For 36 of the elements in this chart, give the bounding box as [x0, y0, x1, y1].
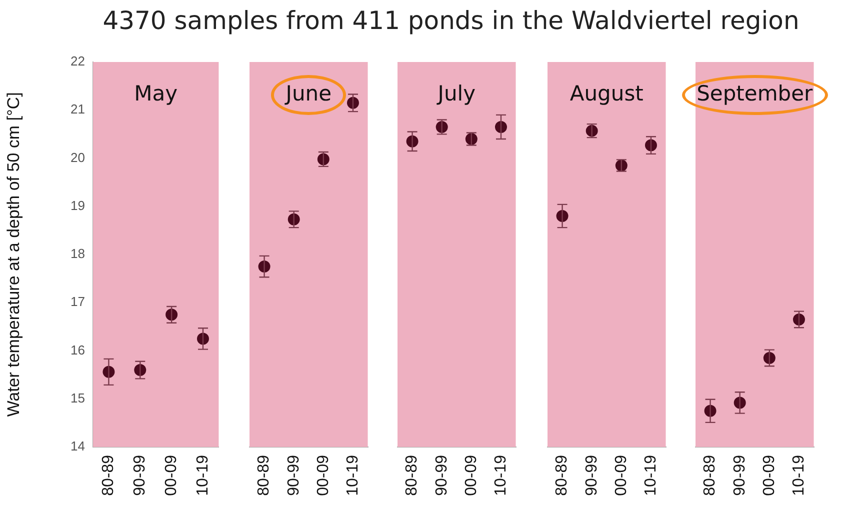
x-tick-label: 10-19	[194, 454, 212, 496]
x-tick-label: 10-19	[492, 454, 510, 496]
y-tick-label: 18	[70, 246, 85, 262]
text: 4370 samples from 411 ponds in the Waldviertel region	[102, 6, 800, 35]
x-tick-label: 00-09	[760, 454, 778, 496]
x-tick-label: 90-99	[731, 454, 748, 496]
x-tick-label: 10-19	[642, 454, 660, 496]
x-tick-label: 00-09	[314, 454, 332, 496]
text: May	[134, 81, 178, 106]
y-tick-label: 21	[70, 102, 85, 117]
y-tick-label: 16	[70, 342, 85, 358]
x-tick-label: 00-09	[612, 454, 630, 496]
x-tick-label: 10-19	[344, 454, 362, 496]
x-tick-label: 80-89	[554, 454, 571, 496]
x-tick-label: 00-09	[462, 454, 480, 496]
text: August	[570, 81, 644, 106]
x-tick-label: 90-99	[433, 454, 450, 496]
x-tick-label: 90-99	[285, 454, 302, 496]
x-tick-label: 80-89	[256, 454, 273, 496]
y-tick-label: 20	[70, 150, 85, 165]
y-tick-label: 19	[70, 198, 85, 213]
y-tick-label: 17	[70, 294, 85, 310]
y-tick-label: 14	[70, 438, 85, 454]
x-tick-label: 10-19	[790, 454, 808, 496]
text: July	[436, 81, 476, 106]
text: September	[696, 81, 814, 106]
y-tick-label: 22	[70, 54, 85, 69]
y-tick-label: 15	[70, 390, 85, 406]
x-tick-label: 90-99	[583, 454, 600, 496]
x-tick-label: 00-09	[162, 454, 180, 496]
y-axis-title: Water temperature at a depth of 50 cm [°C]	[4, 92, 23, 417]
text: June	[284, 81, 332, 106]
x-tick-label: 80-89	[702, 454, 719, 496]
x-tick-label: 80-89	[404, 454, 421, 496]
x-tick-label: 80-89	[100, 454, 118, 496]
x-tick-label: 90-99	[132, 454, 149, 496]
